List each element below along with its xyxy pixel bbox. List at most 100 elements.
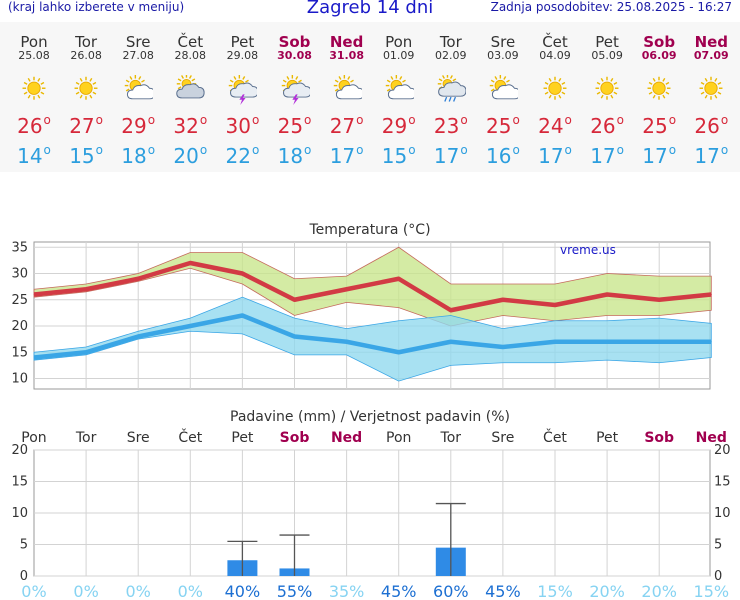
max-temperature-point (241, 273, 243, 274)
max-temperature: 26o (590, 113, 624, 138)
min-temperature: 17o (590, 143, 624, 168)
day-name: Pet (230, 33, 255, 51)
degree-symbol: o (720, 113, 729, 127)
rain-sun-icon (437, 75, 466, 102)
x-tick-label: Sob (644, 430, 674, 446)
min-temperature: 18o (277, 143, 312, 168)
precipitation-probability-label: 55% (277, 582, 313, 600)
degree-symbol: o (460, 143, 468, 157)
y-tick-label: 20 (11, 319, 28, 334)
min-temperature: 15o (69, 143, 103, 168)
degree-symbol: o (668, 113, 677, 127)
day-name: Sob (643, 33, 676, 51)
degree-symbol: o (512, 143, 520, 157)
day-column: Sob 30.08 (269, 34, 321, 62)
day-name: Ned (329, 33, 364, 51)
day-column: Tor 02.09 (425, 34, 477, 62)
min-temperature-point (502, 346, 504, 348)
day-date: 30.08 (277, 49, 312, 62)
min-temperature: 17o (694, 143, 729, 168)
y-tick-label: 0 (20, 569, 28, 584)
max-temperature: 32o (173, 113, 208, 138)
y-tick-label: 10 (11, 506, 28, 521)
degree-symbol: o (304, 113, 312, 127)
y-tick-label: 35 (11, 240, 28, 255)
degree-symbol: o (95, 113, 103, 127)
degree-symbol: o (668, 143, 677, 157)
partly-cloudy-icon (385, 75, 414, 100)
min-temperature: 17o (433, 143, 468, 168)
min-temperature-band (33, 296, 712, 382)
day-column: Tor 26.08 (60, 34, 112, 62)
day-name: Sre (125, 33, 151, 51)
page-title: Zagreb 14 dni (306, 0, 434, 18)
min-temperature: 16o (485, 143, 520, 168)
precipitation-probability-label: 0% (126, 582, 151, 600)
day-column: Čet 28.08 (164, 34, 216, 62)
day-column: Sob 06.09 (633, 34, 685, 62)
degree-symbol: o (43, 113, 51, 127)
temperature-chart: 10 15 20 25 30 35 Temperatura (°C) vreme.us (11, 222, 712, 390)
day-name: Tor (75, 33, 98, 51)
degree-symbol: o (720, 143, 729, 157)
min-temperature-point (710, 341, 712, 343)
y-tick-label: 25 (11, 293, 28, 308)
y-tick-label: 30 (11, 267, 28, 282)
day-name: Tor (439, 33, 462, 51)
day-name: Pon (20, 33, 48, 51)
x-tick-label: Ned (331, 430, 362, 446)
cloudy-sun-icon (176, 75, 205, 99)
day-date: 27.08 (122, 49, 154, 62)
day-column: Sre 27.08 (112, 34, 164, 62)
y-tick-label: 15 (11, 475, 28, 490)
max-temperature-point (346, 288, 348, 290)
min-temperature-point (450, 341, 452, 343)
forecast-summary-panel (0, 22, 740, 172)
min-temperature: 20o (173, 143, 208, 168)
day-date: 06.09 (641, 49, 677, 62)
chart-title: Temperatura (°C) (308, 222, 430, 238)
precipitation-probability-label: 40% (225, 582, 261, 600)
degree-symbol: o (616, 113, 624, 127)
thunderstorm-sun-icon (281, 75, 310, 105)
x-tick-label: Sre (127, 430, 150, 446)
sun-icon (647, 76, 671, 100)
degree-symbol: o (512, 113, 520, 127)
max-temperature-point (137, 278, 139, 280)
min-temperature-point (85, 351, 87, 353)
y-tick-label-right: 0 (714, 569, 722, 584)
x-tick-label: Čet (543, 428, 567, 446)
min-temperature: 17o (329, 143, 364, 168)
sun-icon (543, 76, 567, 100)
min-temperature-point (189, 325, 191, 327)
day-column: Čet 04.09 (529, 34, 581, 62)
y-tick-label: 10 (11, 372, 28, 387)
day-date: 07.09 (693, 49, 729, 62)
max-temperature: 25o (642, 113, 677, 138)
min-temperature-point (137, 336, 139, 337)
max-temperature: 26o (694, 113, 729, 138)
max-temperature-line (33, 260, 712, 313)
min-temperature-point (241, 315, 243, 316)
x-tick-label: Sob (280, 430, 310, 446)
degree-symbol: o (408, 143, 416, 157)
max-temperature: 25o (485, 113, 520, 138)
x-tick-label: Čet (178, 428, 202, 446)
max-temperature: 25o (277, 113, 312, 138)
degree-symbol: o (564, 143, 572, 157)
day-date: 01.09 (382, 49, 415, 62)
min-temperature: 18o (121, 143, 156, 168)
degree-symbol: o (251, 143, 260, 157)
x-tick-label: Pon (386, 430, 411, 446)
sun-icon (595, 76, 619, 100)
day-date: 05.09 (591, 49, 623, 62)
max-temperature-point (450, 309, 452, 311)
degree-symbol: o (408, 113, 416, 127)
precipitation-probability-label: 15% (537, 582, 573, 600)
menu-hint: (kraj lahko izberete v meniju) (8, 0, 185, 14)
precipitation-probability-label: 60% (433, 582, 469, 600)
max-temperature: 29o (121, 113, 156, 138)
max-temperature-point (502, 299, 504, 301)
day-name: Sob (278, 33, 311, 51)
degree-symbol: o (147, 113, 156, 127)
